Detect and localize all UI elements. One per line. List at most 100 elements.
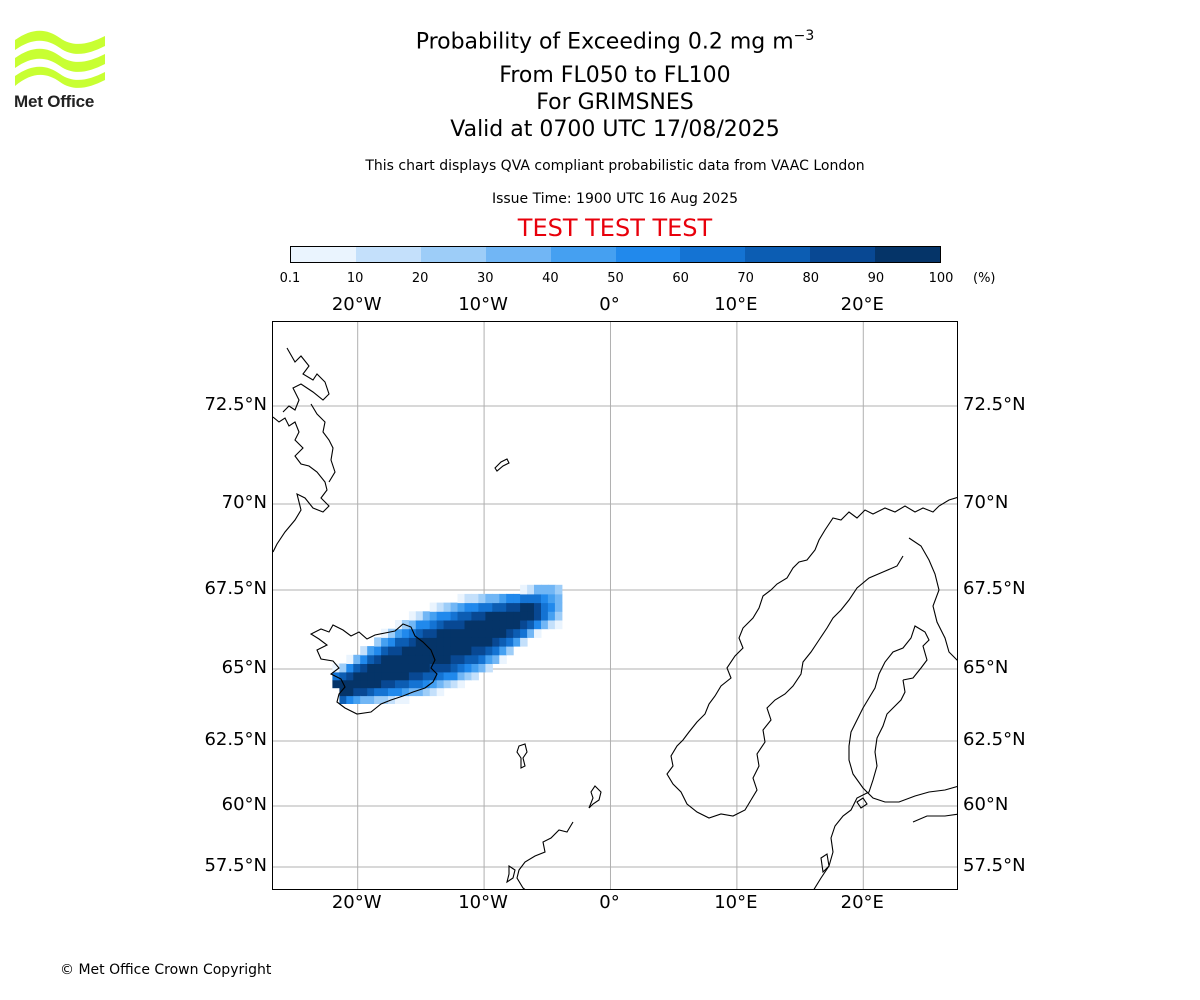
- plume-cell: [381, 695, 389, 704]
- plume-cell: [541, 602, 549, 612]
- plume-cell: [408, 671, 417, 681]
- plume-cell: [374, 637, 382, 647]
- plume-cell: [554, 593, 563, 604]
- plume-cell: [464, 602, 472, 612]
- plume-cell: [541, 611, 549, 621]
- lon-label-bottom: 20°W: [331, 892, 382, 913]
- lat-label-left: 65°N: [221, 657, 267, 678]
- plume-cell: [346, 654, 354, 664]
- plume-cell: [401, 695, 410, 704]
- plume-cell: [367, 663, 375, 673]
- plume-cell: [415, 671, 424, 681]
- plume-cell: [478, 628, 486, 638]
- lat-label-left: 67.5°N: [204, 578, 267, 599]
- plume-cell: [395, 628, 403, 638]
- plume-cell: [401, 671, 410, 681]
- plume-cell: [485, 620, 493, 630]
- title-line-2: From FL050 to FL100: [499, 63, 731, 88]
- plume-cell: [457, 646, 465, 656]
- plume-cell: [339, 663, 347, 673]
- test-banner: TEST TEST TEST: [517, 214, 713, 242]
- plume-cell: [415, 628, 424, 638]
- plume-cell: [388, 671, 396, 681]
- plume-cell: [506, 593, 514, 604]
- plume-cell: [443, 663, 452, 673]
- plume-cell: [492, 620, 500, 630]
- plume-cell: [415, 654, 424, 664]
- lat-label-right: 72.5°N: [963, 394, 1026, 415]
- plume-cell: [499, 602, 507, 612]
- plume-cell: [422, 679, 431, 689]
- lat-label-left: 62.5°N: [204, 729, 267, 750]
- plume-cell: [353, 695, 361, 704]
- plume-cell: [471, 637, 479, 647]
- plume-cell: [499, 628, 507, 638]
- plume-cell: [422, 646, 431, 656]
- plume-cell: [547, 611, 556, 621]
- plume-cell: [374, 654, 382, 664]
- plume-cell: [527, 611, 535, 621]
- plume-cell: [346, 663, 354, 673]
- coastline-estonia: [912, 813, 957, 823]
- plume-cell: [457, 611, 465, 621]
- plume-cell: [520, 584, 528, 595]
- logo-text: Met Office: [14, 92, 95, 111]
- plume-cell: [429, 679, 438, 689]
- plume-cell: [547, 602, 556, 612]
- plume-cell: [478, 620, 486, 630]
- plume-cell: [381, 679, 389, 689]
- plume-cell: [395, 646, 403, 656]
- plume-cell: [492, 637, 500, 647]
- plume-cell: [485, 646, 493, 656]
- lon-label-bottom: 10°W: [458, 892, 508, 913]
- plume-cell: [429, 620, 438, 630]
- logo-wave: [15, 66, 105, 88]
- plume-cell: [401, 637, 410, 647]
- plume-cell: [520, 611, 528, 621]
- plume-cell: [520, 620, 528, 630]
- coastline-scotland-islands: [506, 864, 516, 884]
- colorbar-tick-label: 90: [867, 271, 885, 286]
- coastline-greenland-fjord: [310, 403, 336, 483]
- plume-cell: [374, 671, 382, 681]
- border-sweden-norway: [750, 555, 904, 801]
- plume-cell: [547, 593, 556, 604]
- coastline-norway: [666, 497, 957, 819]
- colorbar-tick-label: 20: [411, 271, 429, 286]
- plume-cell: [436, 620, 445, 630]
- plume-cell: [367, 695, 375, 704]
- plume-cell: [499, 654, 507, 664]
- lon-label-top: 20°W: [331, 294, 382, 315]
- plume-cell: [395, 663, 403, 673]
- plume-cell: [499, 593, 507, 604]
- plume-cell: [367, 646, 375, 656]
- plume-cell: [485, 628, 493, 638]
- lat-label-left: 57.5°N: [204, 855, 267, 876]
- coastline-iceland: [309, 623, 438, 715]
- plume-cell: [395, 695, 403, 704]
- plume-cell: [436, 671, 445, 681]
- plume-cell: [429, 637, 438, 647]
- plume-cell: [436, 637, 445, 647]
- plume-cell: [464, 620, 472, 630]
- plume-cell: [429, 671, 438, 681]
- plume-cell: [339, 687, 347, 697]
- plume-cell: [360, 646, 368, 656]
- plume-cell: [415, 663, 424, 673]
- plume-cell: [360, 663, 368, 673]
- lat-label-right: 62.5°N: [963, 729, 1026, 750]
- plume-cell: [408, 646, 417, 656]
- plume-cell: [513, 620, 521, 630]
- plume-cell: [513, 611, 521, 621]
- colorbar-tick-label: 50: [607, 271, 624, 286]
- plume-cell: [436, 611, 445, 621]
- plume-cell: [520, 628, 528, 638]
- colorbar-tick-label: 60: [672, 271, 689, 286]
- plume-cell: [485, 611, 493, 621]
- plume-cell: [527, 584, 535, 595]
- plume-cell: [478, 646, 486, 656]
- title-line-1: Probability of Exceeding 0.2 mg m−3: [415, 28, 815, 55]
- plume-cell: [388, 646, 396, 656]
- plume-cell: [353, 663, 361, 673]
- plume-cell: [408, 611, 417, 621]
